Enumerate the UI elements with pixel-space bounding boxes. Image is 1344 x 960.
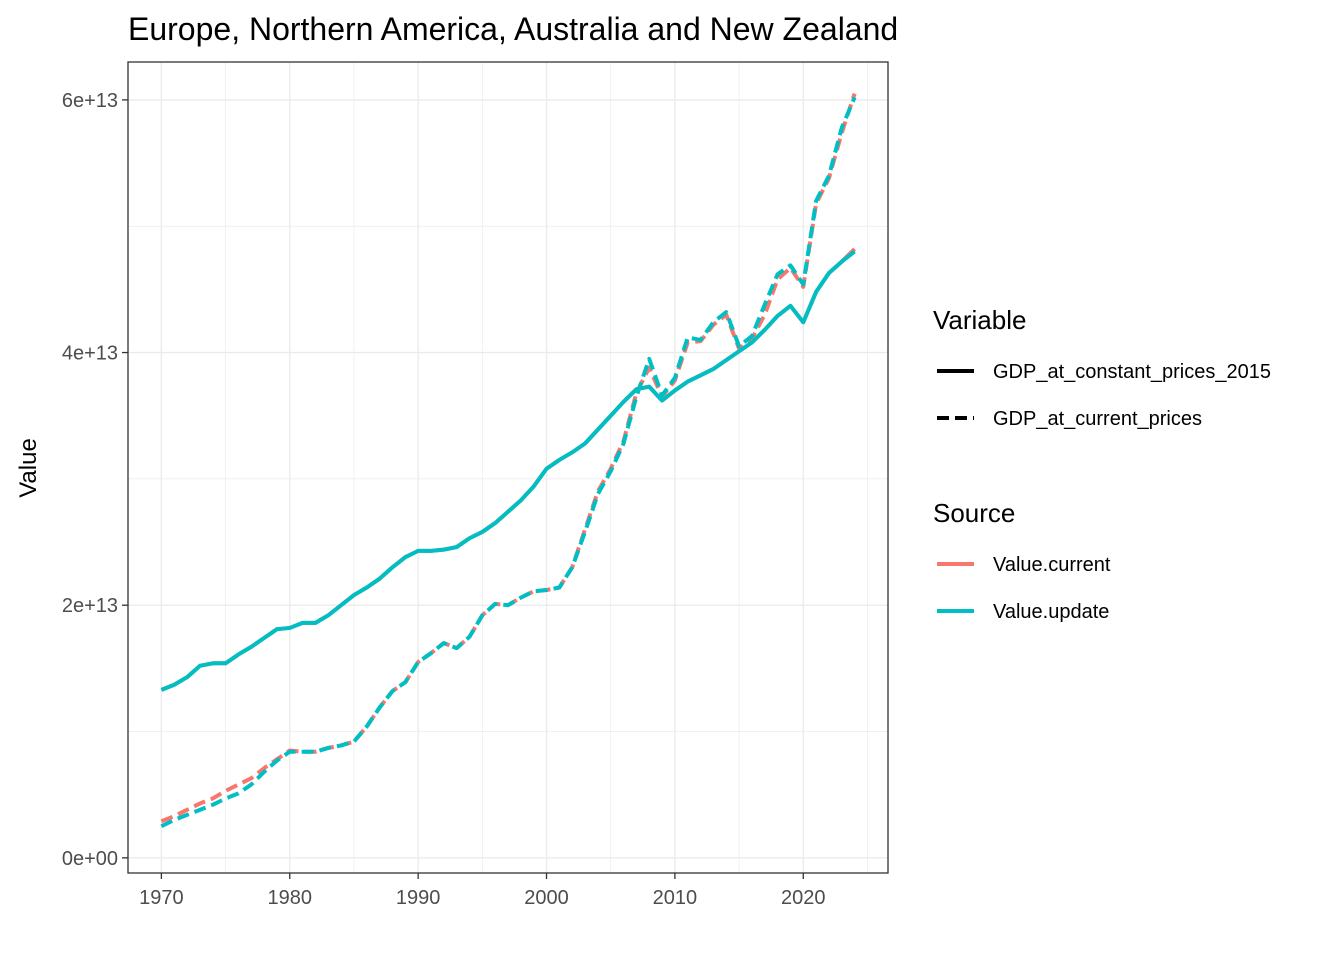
x-tick-label: 1990 (396, 887, 441, 909)
y-tick-label: 4e+13 (62, 343, 118, 365)
panel-border (127, 61, 889, 874)
x-axis: 1970 1980 1990 2000 2010 2020 (139, 873, 826, 909)
y-axis-title: Value (15, 438, 42, 498)
legend-variable-title: Variable (933, 305, 1026, 335)
plot-panel (127, 61, 889, 874)
legend-source-label: Value.current (993, 554, 1111, 576)
y-tick-label: 2e+13 (62, 595, 118, 617)
y-tick-label: 0e+00 (62, 848, 118, 870)
series-lines (160, 92, 857, 829)
x-tick-label: 1970 (139, 887, 184, 909)
x-tick-label: 1980 (268, 887, 313, 909)
chart-title: Europe, Northern America, Australia and … (128, 11, 898, 47)
x-tick-label: 2000 (524, 887, 569, 909)
x-tick-label: 2020 (781, 887, 826, 909)
legend-variable-label: GDP_at_current_prices (993, 408, 1202, 430)
x-tick-label: 2010 (653, 887, 698, 909)
legend-source-title: Source (933, 498, 1015, 528)
series-line-gdp-at-current-prices-value-update (160, 96, 857, 829)
legend-source-label: Value.update (993, 601, 1109, 623)
legend: Variable GDP_at_constant_prices_2015GDP_… (933, 305, 1271, 623)
legend-variable-label: GDP_at_constant_prices_2015 (993, 361, 1271, 383)
legend-source-items: Value.current Value.update (937, 554, 1111, 623)
y-axis: 0e+00 2e+13 4e+13 6e+13 (62, 90, 128, 870)
y-tick-label: 6e+13 (62, 90, 118, 112)
legend-variable-items: GDP_at_constant_prices_2015 GDP_at_curren… (937, 361, 1271, 430)
panel-background (128, 62, 888, 873)
series-line-gdp-at-constant-prices-2015-value-update (160, 249, 856, 692)
